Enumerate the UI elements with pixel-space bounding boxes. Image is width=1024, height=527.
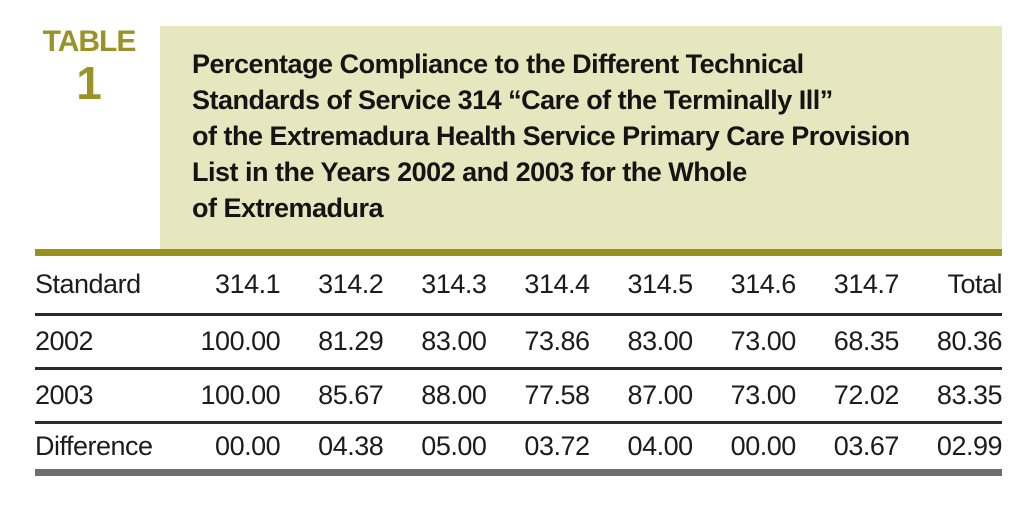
table-cell: 100.00 (200, 325, 281, 356)
column-header-314-5: 314.5 (627, 268, 694, 299)
compliance-table: Standard 314.1 314.2 314.3 314.4 314.5 3… (35, 256, 1003, 476)
table-cell: 04.00 (627, 430, 694, 461)
table-label: TABLE 1 (39, 24, 139, 106)
table-cell: 73.00 (730, 379, 797, 410)
column-header-standard: Standard (35, 268, 141, 299)
table-cell: 100.00 (200, 379, 281, 410)
title-underline-rule (35, 249, 1002, 256)
table-title-line: Standards of Service 314 “Care of the Te… (192, 85, 833, 115)
table-title-line: of the Extremadura Health Service Primar… (192, 121, 910, 151)
table-cell: 68.35 (833, 325, 900, 356)
table-header-row: Standard 314.1 314.2 314.3 314.4 314.5 3… (35, 256, 1003, 314)
table-cell: 85.67 (318, 379, 384, 410)
table-cell: 03.72 (524, 430, 590, 461)
table-cell: 02.99 (936, 430, 1003, 461)
table-row-2003: 2003 100.00 85.67 88.00 77.58 87.00 73.0… (35, 368, 1003, 422)
table-label-number: 1 (76, 57, 102, 109)
row-label: 2002 (35, 325, 94, 356)
table-title-line: List in the Years 2002 and 2003 for the … (192, 157, 747, 187)
table-cell: 80.36 (936, 325, 1003, 356)
column-header-314-4: 314.4 (524, 268, 590, 299)
table-cell: 05.00 (421, 430, 487, 461)
table-cell: 77.58 (524, 379, 590, 410)
table-label-word: TABLE (42, 25, 137, 58)
table-cell: 83.00 (627, 325, 694, 356)
table-cell: 83.35 (936, 379, 1003, 410)
table-cell: 73.00 (730, 325, 797, 356)
table-row-2002: 2002 100.00 81.29 83.00 73.86 83.00 73.0… (35, 314, 1003, 368)
table-cell: 83.00 (421, 325, 487, 356)
table-cell: 72.02 (833, 379, 900, 410)
table-title-line: Percentage Compliance to the Different T… (192, 49, 804, 79)
table-cell: 87.00 (627, 379, 694, 410)
column-header-314-1: 314.1 (215, 268, 281, 299)
column-header-314-2: 314.2 (318, 268, 384, 299)
row-label: Difference (35, 430, 153, 461)
column-header-314-7: 314.7 (833, 268, 900, 299)
table-row-difference: Difference 00.00 04.38 05.00 03.72 04.00… (35, 422, 1003, 472)
table-title-box: Percentage Compliance to the Different T… (160, 26, 1002, 249)
table-cell: 73.86 (524, 325, 590, 356)
table-cell: 03.67 (833, 430, 900, 461)
table-cell: 00.00 (215, 430, 281, 461)
table-cell: 04.38 (318, 430, 384, 461)
table-cell: 81.29 (318, 325, 384, 356)
row-label: 2003 (35, 379, 94, 410)
table-cell: 00.00 (730, 430, 797, 461)
column-header-total: Total (947, 268, 1002, 299)
column-header-314-3: 314.3 (421, 268, 487, 299)
table-cell: 88.00 (421, 379, 487, 410)
table-title-line: of Extremadura (192, 193, 384, 223)
column-header-314-6: 314.6 (730, 268, 797, 299)
